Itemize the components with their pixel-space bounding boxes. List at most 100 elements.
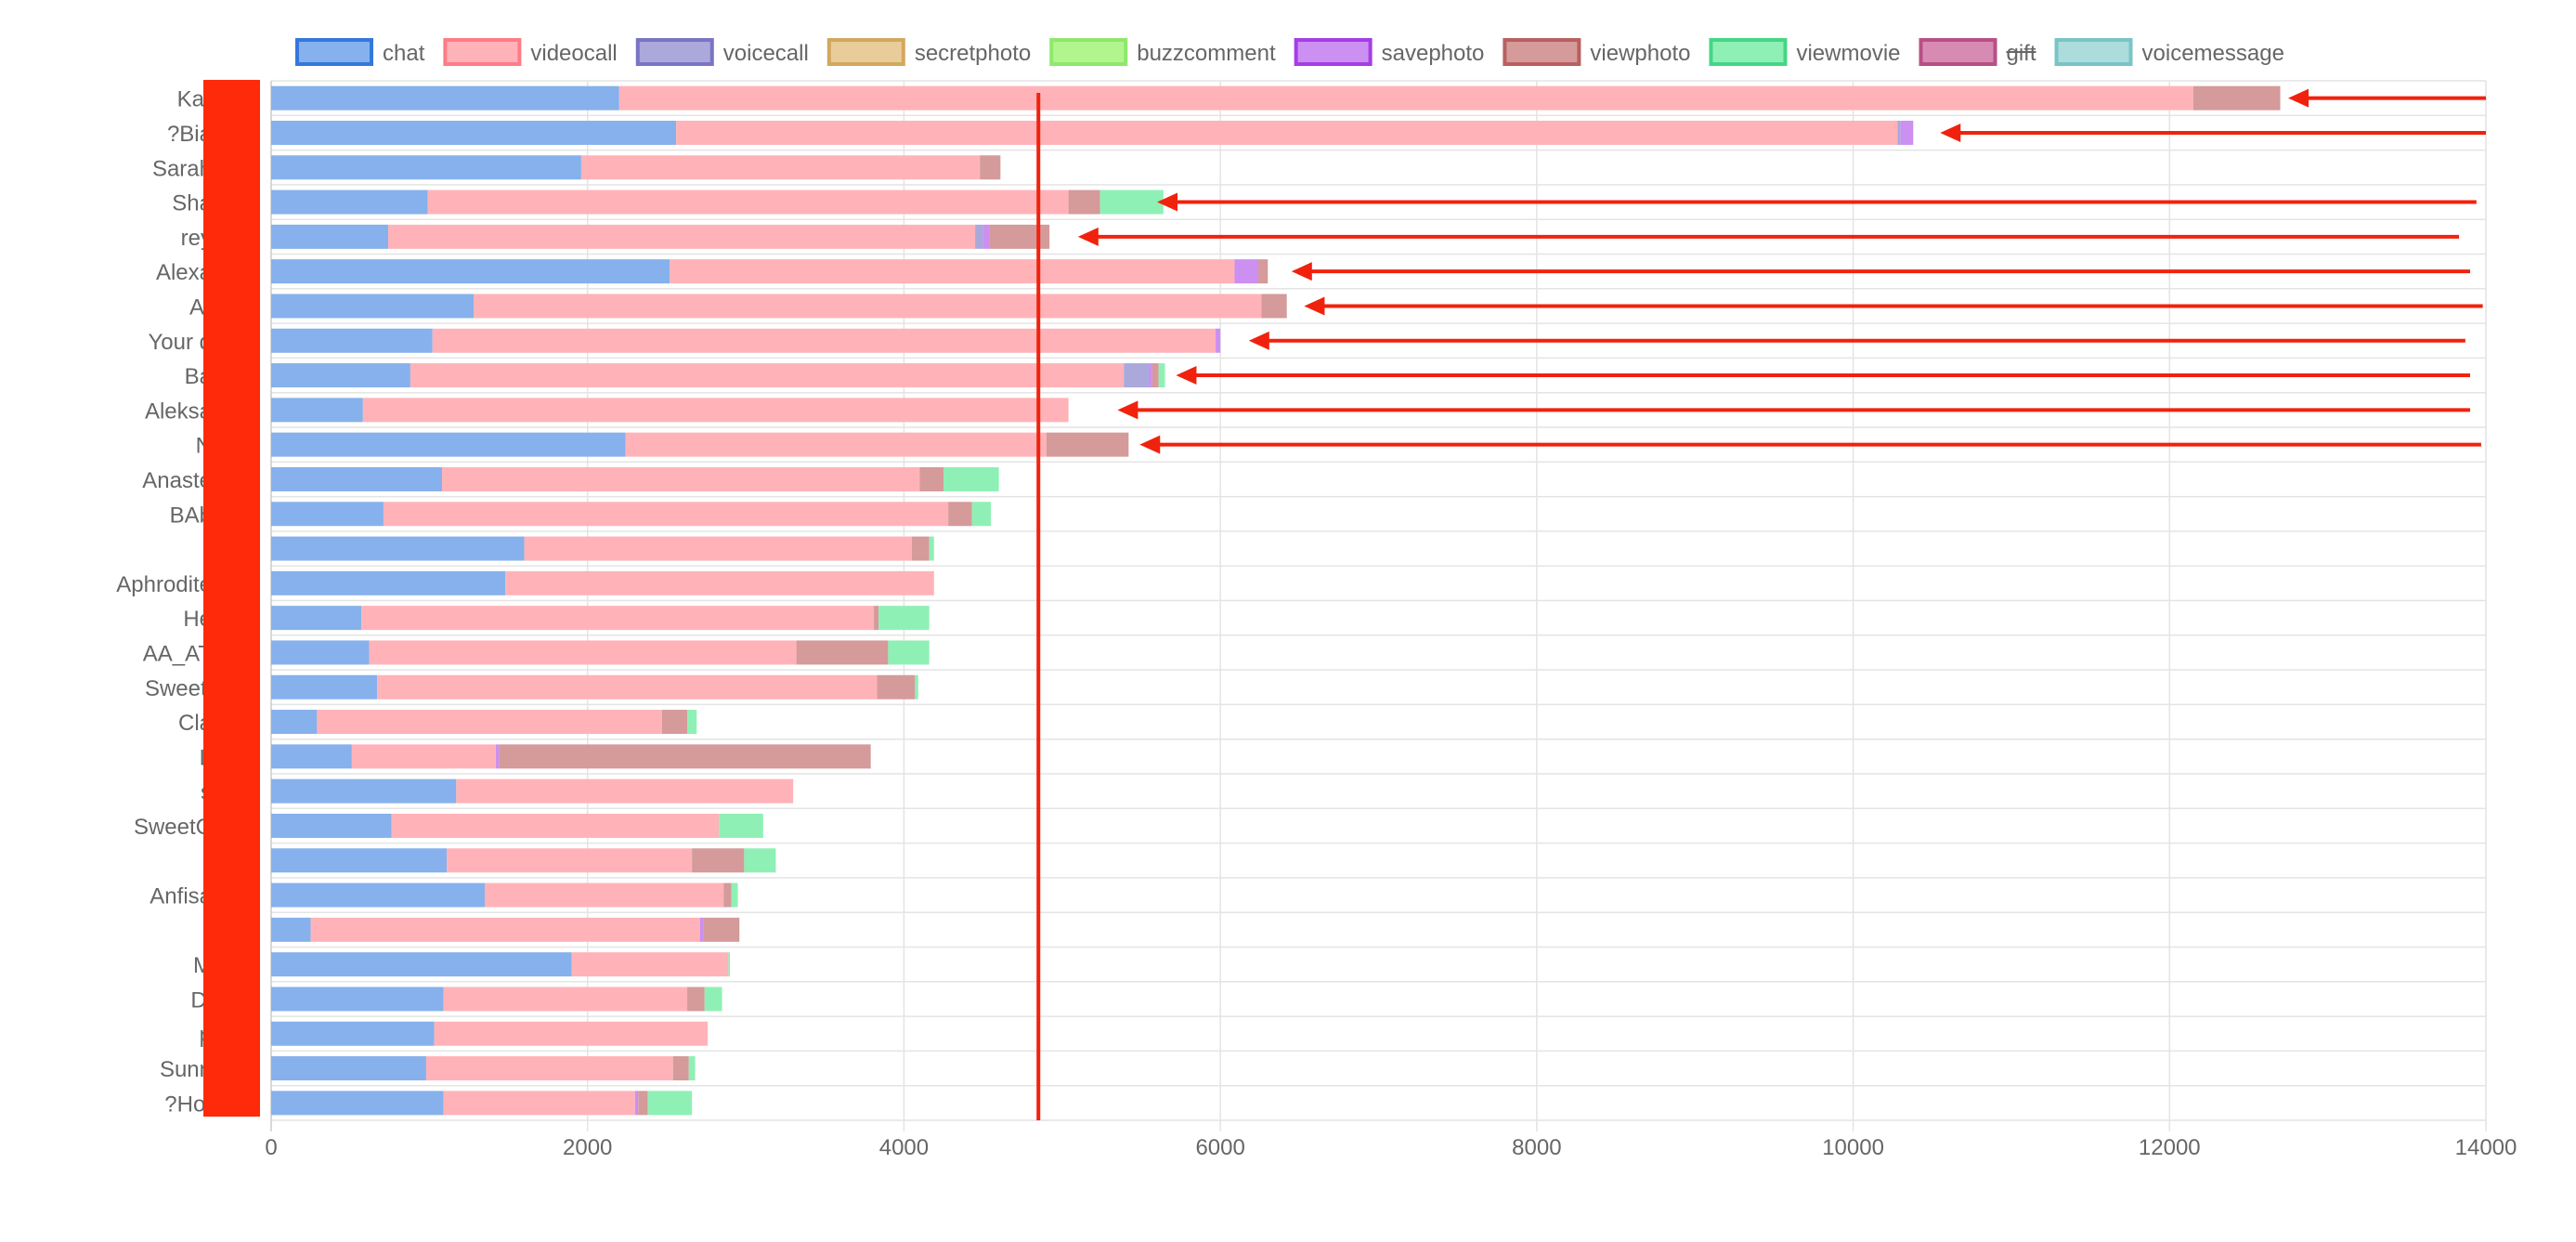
bar-segment-chat — [271, 328, 433, 353]
bar-segment-videocall — [317, 710, 662, 735]
bar-segment-savephoto — [1900, 120, 1914, 145]
bar-row — [271, 328, 1221, 353]
y-tick-label: Anaste — [142, 468, 212, 493]
legend-label: gift — [2007, 41, 2036, 66]
bar-segment-chat — [271, 917, 311, 942]
legend-label: videocall — [530, 41, 617, 66]
bar-segment-chat — [271, 813, 392, 838]
legend-swatch — [1709, 38, 1788, 66]
bar-segment-videocall — [456, 778, 794, 804]
bar-segment-videocall — [580, 155, 981, 180]
legend-swatch — [1294, 38, 1373, 66]
bar-segment-videocall — [443, 987, 688, 1012]
legend-item-savephoto: savephoto — [1294, 38, 1485, 66]
bar-segment-viewphoto — [672, 1056, 689, 1081]
x-tick-label: 0 — [265, 1135, 277, 1160]
bar-segment-chat — [271, 190, 428, 215]
bar-row — [271, 224, 1050, 249]
bar-segment-savephoto — [634, 1091, 639, 1116]
legend-label: viewmovie — [1796, 41, 1900, 66]
legend-label: savephoto — [1382, 41, 1485, 66]
bar-segment-savephoto — [495, 744, 500, 769]
bar-segment-viewphoto — [1261, 294, 1287, 319]
bar-segment-videocall — [377, 674, 878, 699]
bar-segment-viewphoto — [796, 640, 889, 665]
redaction-block — [203, 80, 260, 1117]
grid — [270, 80, 2487, 1131]
bar-segment-chat — [271, 778, 457, 804]
bar-segment-videocall — [447, 848, 693, 873]
bar-segment-chat — [271, 432, 626, 457]
bar-segment-chat — [271, 882, 485, 908]
bar-segment-videocall — [351, 744, 496, 769]
bar-row — [271, 1021, 709, 1046]
bar-segment-chat — [271, 952, 572, 977]
y-tick-label: Alexa — [156, 260, 213, 285]
bar-segment-voicecall — [975, 224, 983, 249]
bar-segment-viewphoto — [1151, 363, 1159, 388]
bar-row — [271, 466, 999, 491]
bar-segment-chat — [271, 155, 581, 180]
bar-segment-viewphoto — [980, 155, 1001, 180]
bar-row — [271, 155, 1001, 180]
bar-segment-viewmovie — [888, 640, 930, 665]
bar-row — [271, 710, 697, 735]
arrow-head — [1176, 366, 1197, 386]
bar-segment-viewphoto — [1068, 190, 1100, 215]
x-tick-label: 12000 — [2139, 1135, 2201, 1160]
bar-segment-viewmovie — [719, 813, 763, 838]
bar-segment-chat — [271, 674, 378, 699]
annotation-arrow — [1139, 435, 2481, 454]
bar-row — [271, 640, 930, 665]
legend-item-viewmovie: viewmovie — [1709, 38, 1901, 66]
bar-segment-videocall — [618, 85, 2193, 111]
legend-swatch — [635, 38, 714, 66]
annotation-arrow — [2288, 88, 2486, 108]
legend-label: secretphoto — [915, 41, 1031, 66]
legend-item-videocall: videocall — [443, 38, 618, 66]
legend-label: chat — [383, 41, 425, 66]
bar-segment-videocall — [425, 1056, 673, 1081]
bar-segment-viewphoto — [877, 674, 916, 699]
bar-row — [271, 570, 934, 595]
legend-swatch — [1503, 38, 1581, 66]
bar-segment-viewphoto — [687, 987, 705, 1012]
bar-row — [271, 674, 918, 699]
bar-segment-viewphoto — [499, 744, 871, 769]
bar-segment-videocall — [571, 952, 729, 977]
bar-segment-videocall — [361, 606, 875, 631]
arrow-head — [1117, 400, 1138, 420]
bar-row — [271, 398, 1069, 423]
bar-row — [271, 848, 776, 873]
arrow-head — [1248, 331, 1269, 350]
bar-segment-viewmovie — [971, 502, 992, 527]
bar-segment-chat — [271, 1021, 435, 1046]
bar-segment-chat — [271, 570, 506, 595]
bar-segment-viewmovie — [915, 674, 918, 699]
bar-segment-videocall — [362, 398, 1069, 423]
bar-row — [271, 536, 934, 561]
bar-segment-savephoto — [982, 224, 990, 249]
legend-swatch — [295, 38, 373, 66]
bar-segment-voicecall — [1124, 363, 1150, 388]
bar-segment-viewphoto — [948, 502, 972, 527]
bar-segment-viewmovie — [687, 710, 697, 735]
bar-row — [271, 882, 738, 908]
bar-segment-videocall — [441, 466, 920, 491]
bar-row — [271, 952, 731, 977]
x-tick-label: 6000 — [1195, 1135, 1244, 1160]
legend-item-chat: chat — [295, 38, 425, 66]
bar-segment-viewmovie — [728, 952, 731, 977]
y-tick-label: SweetC — [134, 815, 212, 840]
bar-segment-chat — [271, 640, 370, 665]
bar-row — [271, 120, 1914, 145]
legend-label: voicemessage — [2142, 41, 2284, 66]
arrow-head — [1940, 123, 1961, 142]
legend-swatch — [1049, 38, 1128, 66]
y-tick-label: AA_AT — [143, 641, 213, 666]
bar-segment-viewmovie — [704, 987, 722, 1012]
bar-segment-viewmovie — [1158, 363, 1165, 388]
